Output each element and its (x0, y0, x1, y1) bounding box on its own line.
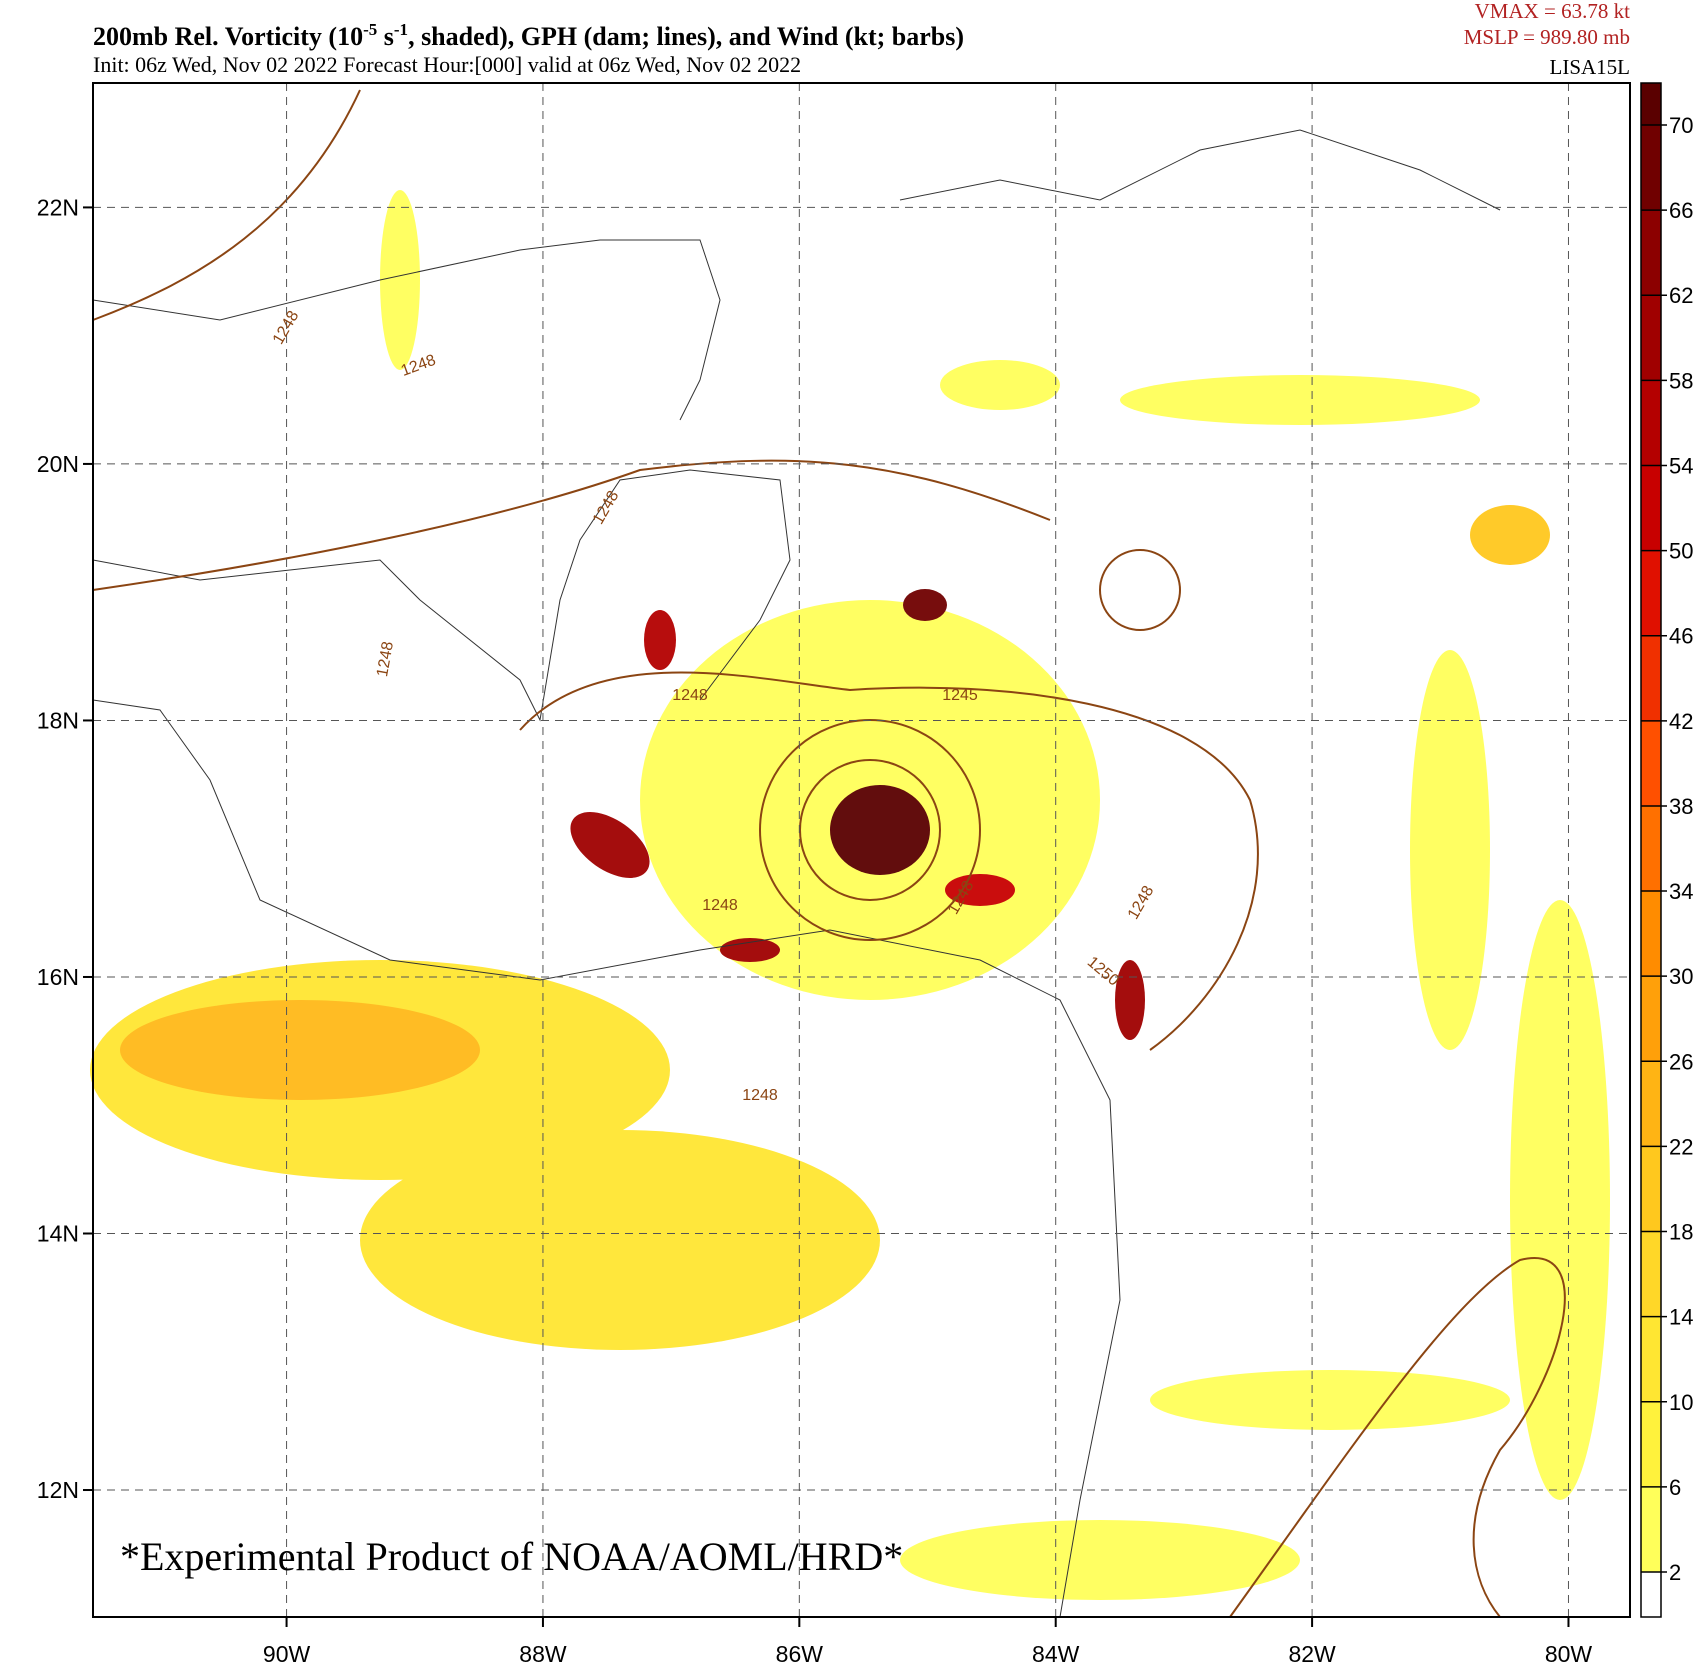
colorbar-swatch (1641, 720, 1661, 806)
colorbar-swatch (1641, 635, 1661, 721)
contour-label: 1248 (702, 897, 738, 914)
colorbar-swatch (1641, 210, 1661, 296)
colorbar-swatch (1641, 1572, 1661, 1617)
colorbar-label: 50 (1669, 539, 1693, 564)
colorbar-label: 22 (1669, 1134, 1693, 1159)
colorbar-label: 14 (1669, 1305, 1693, 1330)
colorbar-label: 62 (1669, 283, 1693, 308)
contour-label: 1245 (942, 687, 978, 704)
lat-label: 20N (37, 451, 79, 477)
colorbar-swatch (1641, 465, 1661, 551)
lat-label: 18N (37, 707, 79, 733)
colorbar-frame (1640, 82, 1662, 1618)
mslp: MSLP = 989.80 mb (1464, 25, 1630, 49)
contour-label: 1248 (742, 1087, 778, 1104)
colorbar-swatch (1641, 125, 1661, 211)
lon-label: 80W (1545, 1641, 1593, 1667)
lon-label: 82W (1288, 1641, 1336, 1667)
colorbar-swatch (1641, 295, 1661, 381)
colorbar-swatch (1641, 1486, 1661, 1572)
colorbar-swatch (1641, 1316, 1661, 1402)
coastline (92, 129, 1501, 1618)
subtitle: Init: 06z Wed, Nov 02 2022 Forecast Hour… (93, 52, 801, 77)
colorbar-swatch (1641, 1231, 1661, 1317)
colorbar-swatch (1641, 83, 1661, 125)
colorbar-label: 26 (1669, 1049, 1693, 1074)
vmax: VMAX = 63.78 kt (1475, 0, 1631, 23)
vorticity-shading (90, 190, 1610, 1600)
colorbar-label: 70 (1669, 113, 1693, 138)
colorbar-label: 46 (1669, 624, 1693, 649)
contour-label: 1248 (590, 488, 623, 527)
colorbar-swatch (1641, 380, 1661, 466)
colorbar-swatch (1641, 976, 1661, 1062)
title: 200mb Rel. Vorticity (10-5 s-1, shaded),… (93, 20, 964, 51)
lat-label: 14N (37, 1221, 79, 1247)
watermark: *Experimental Product of NOAA/AOML/HRD* (120, 1534, 903, 1579)
colorbar-label: 30 (1669, 964, 1693, 989)
gph-contours (92, 89, 1566, 1618)
colorbar-label: 54 (1669, 453, 1693, 478)
lon-label: 86W (776, 1641, 824, 1667)
colorbar-label: 42 (1669, 709, 1693, 734)
colorbar-label: 34 (1669, 879, 1693, 904)
lat-label: 16N (37, 964, 79, 990)
colorbar-swatch (1641, 805, 1661, 892)
colorbar-label: 58 (1669, 368, 1693, 393)
colorbar-swatch (1641, 550, 1661, 636)
graticule (83, 83, 1630, 1627)
lon-label: 90W (263, 1641, 311, 1667)
storm-id: LISA15L (1550, 55, 1631, 79)
contour-label: 1248 (1125, 883, 1158, 922)
colorbar-swatch (1641, 1401, 1661, 1487)
lon-label: 84W (1032, 1641, 1080, 1667)
contour-label: 1248 (270, 308, 303, 347)
lon-label: 88W (519, 1641, 567, 1667)
colorbar-swatch (1641, 891, 1661, 977)
colorbar-swatch (1641, 1146, 1661, 1232)
map-frame (92, 82, 1631, 1618)
contour-label: 1248 (374, 640, 397, 678)
colorbar-label: 2 (1669, 1560, 1681, 1585)
colorbar-swatch (1641, 1061, 1661, 1147)
colorbar-label: 6 (1669, 1475, 1681, 1500)
colorbar-label: 38 (1669, 794, 1693, 819)
colorbar-label: 18 (1669, 1220, 1693, 1245)
lat-label: 22N (37, 194, 79, 220)
contour-label: 1248 (672, 687, 708, 704)
colorbar-label: 66 (1669, 198, 1693, 223)
lat-label: 12N (37, 1477, 79, 1503)
colorbar-label: 10 (1669, 1390, 1693, 1415)
